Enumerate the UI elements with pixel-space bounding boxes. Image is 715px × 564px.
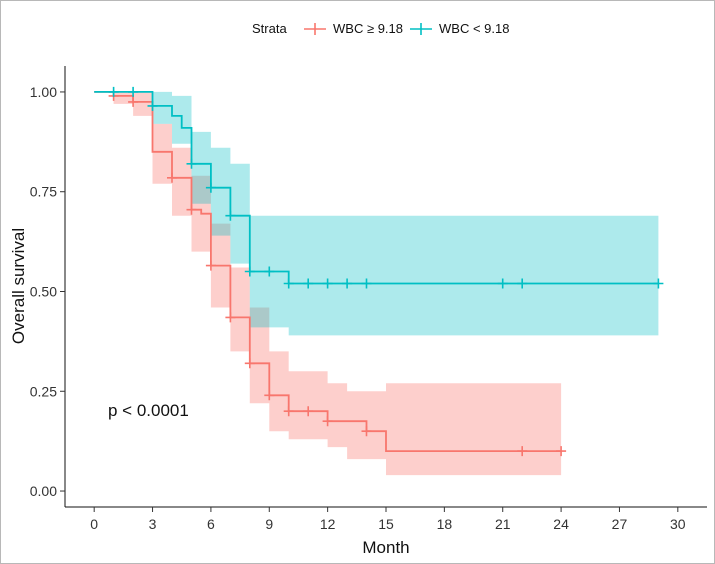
censor-mark-1-4	[205, 182, 216, 193]
censor-mark-1-8	[283, 278, 294, 289]
x-tick-label-4: 12	[320, 516, 336, 532]
censor-mark-1-11	[342, 278, 353, 289]
censor-marks	[108, 86, 664, 457]
censor-mark-0-4	[205, 260, 216, 271]
y-axis-title: Overall survival	[9, 228, 28, 344]
censor-mark-1-2	[147, 100, 158, 111]
legend-title: Strata	[252, 21, 287, 36]
censor-mark-0-3	[186, 204, 197, 215]
censor-mark-0-6	[244, 358, 255, 369]
censor-mark-0-8	[283, 406, 294, 417]
legend: Strata WBC ≥ 9.18 WBC < 9.18	[252, 21, 509, 36]
legend-label-0: WBC ≥ 9.18	[333, 21, 403, 36]
confidence-bands	[94, 91, 659, 476]
x-tick-label-5: 15	[378, 516, 394, 532]
censor-mark-0-7	[264, 390, 275, 401]
censor-mark-1-7	[264, 266, 275, 277]
censor-mark-0-9	[303, 406, 314, 417]
legend-label-1: WBC < 9.18	[439, 21, 509, 36]
x-tick-label-6: 18	[437, 516, 453, 532]
censor-mark-1-3	[186, 158, 197, 169]
censor-mark-0-10	[322, 416, 333, 427]
x-tick-label-8: 24	[553, 516, 569, 532]
y-tick-label-0: 0.00	[30, 483, 57, 499]
x-tick-label-0: 0	[90, 516, 98, 532]
x-tick-label-10: 30	[670, 516, 686, 532]
x-tick-label-1: 3	[149, 516, 157, 532]
censor-mark-1-6	[244, 266, 255, 277]
x-tick-label-7: 21	[495, 516, 511, 532]
censor-mark-1-15	[653, 278, 664, 289]
censor-mark-0-5	[225, 312, 236, 323]
ci-band-0	[94, 91, 562, 476]
ci-band-1	[94, 91, 659, 336]
censor-mark-0-11	[361, 426, 372, 437]
censor-mark-0-13	[556, 446, 567, 457]
x-tick-label-2: 6	[207, 516, 215, 532]
x-tick-label-3: 9	[265, 516, 273, 532]
censor-mark-1-1	[128, 86, 139, 97]
y-tick-label-1: 0.25	[30, 383, 57, 399]
axes: 0 3 6 9 12 15 18 21 24 27 30 0.00 0.25 0.50 0.75 1.00	[30, 66, 707, 532]
censor-mark-0-1	[128, 96, 139, 107]
censor-mark-1-12	[361, 278, 372, 289]
y-tick-label-3: 0.75	[30, 184, 57, 200]
y-tick-label-4: 1.00	[30, 84, 57, 100]
p-value-annotation: p < 0.0001	[108, 401, 189, 420]
censor-mark-1-10	[322, 278, 333, 289]
censor-mark-1-9	[303, 278, 314, 289]
y-tick-label-2: 0.50	[30, 283, 57, 299]
censor-mark-0-12	[517, 446, 528, 457]
x-axis-title: Month	[362, 538, 409, 557]
censor-mark-1-13	[497, 278, 508, 289]
censor-mark-1-0	[108, 86, 119, 97]
censor-mark-1-14	[517, 278, 528, 289]
x-tick-label-9: 27	[612, 516, 628, 532]
censor-mark-1-5	[225, 210, 236, 221]
censor-mark-0-2	[167, 172, 177, 183]
